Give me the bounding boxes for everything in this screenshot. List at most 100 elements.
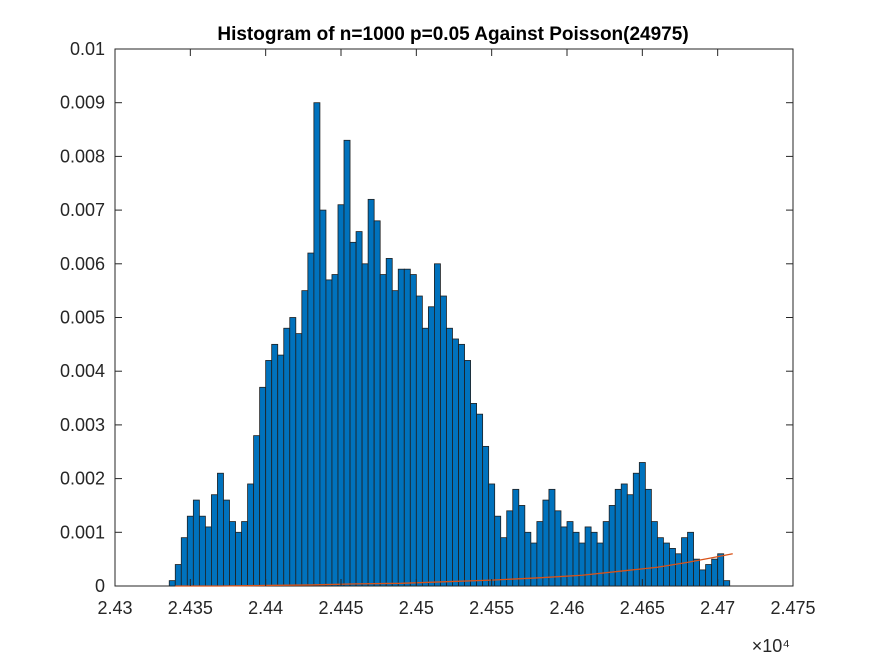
histogram-bar: [548, 488, 556, 587]
histogram-bar: [403, 268, 411, 587]
chart-title: Histogram of n=1000 p=0.05 Against Poiss…: [217, 24, 688, 45]
x-axis-exponent-label: ×10⁴: [752, 636, 790, 656]
histogram-bar: [331, 274, 339, 587]
x-tick-label: 2.445: [318, 598, 363, 618]
histogram-bar: [247, 483, 255, 587]
histogram-bar: [687, 531, 694, 587]
y-tick-label: 0.002: [60, 469, 105, 489]
histogram-bar: [204, 526, 212, 587]
histogram-bar: [590, 531, 598, 587]
y-tick-label: 0.004: [60, 361, 105, 381]
histogram-bar: [385, 258, 393, 587]
x-tick-label: 2.455: [469, 598, 514, 618]
histogram-bar: [367, 198, 375, 587]
histogram-bar: [391, 290, 399, 587]
histogram-bar: [283, 327, 291, 587]
histogram-bar: [174, 564, 182, 587]
histogram-bars: [168, 102, 731, 587]
histogram-bar: [434, 263, 441, 587]
histogram-bar: [349, 241, 357, 587]
histogram-bar: [578, 542, 586, 587]
histogram-bar: [464, 360, 471, 587]
histogram-bar: [500, 537, 508, 587]
y-tick-label: 0.007: [60, 200, 105, 220]
x-tick-label: 2.47: [700, 598, 735, 618]
histogram-bar: [235, 531, 242, 587]
histogram-bar: [421, 327, 429, 587]
histogram-bar: [440, 295, 447, 587]
histogram-bar: [681, 537, 688, 587]
histogram-bar: [482, 445, 490, 587]
histogram-bar: [397, 268, 405, 587]
y-tick-label: 0.001: [60, 522, 105, 542]
histogram-bar: [536, 521, 544, 587]
histogram-bar: [476, 413, 484, 587]
histogram-bar: [307, 252, 315, 587]
histogram-bar: [186, 515, 194, 587]
histogram-bar: [415, 295, 423, 587]
x-tick-label: 2.45: [399, 598, 434, 618]
x-tick-label: 2.44: [248, 598, 283, 618]
histogram-bar: [265, 360, 273, 587]
histogram-bar: [518, 505, 526, 587]
histogram-bar: [458, 343, 465, 587]
histogram-bar: [560, 526, 568, 587]
histogram-bar: [229, 521, 236, 587]
histogram-bar: [223, 499, 230, 587]
histogram-bar: [723, 580, 731, 587]
histogram-bar: [427, 306, 435, 587]
y-tick-label: 0.008: [60, 146, 105, 166]
histogram-bar: [488, 483, 496, 587]
histogram-bar: [259, 386, 267, 587]
histogram-bar: [325, 279, 333, 587]
histogram-bar: [512, 488, 520, 587]
x-axis: 2.43 2.435 2.44 2.445 2.45 2.455 2.46 2.465 2.47…: [97, 49, 816, 618]
histogram-bar: [409, 274, 417, 587]
histogram-bar: [319, 209, 327, 587]
histogram-bar: [379, 274, 387, 587]
histogram-bar: [584, 526, 592, 587]
histogram-bar: [693, 558, 700, 587]
y-tick-label: 0.006: [60, 254, 105, 274]
histogram-bar: [717, 553, 725, 587]
histogram-bar: [644, 488, 652, 587]
histogram-bar: [506, 510, 514, 587]
histogram-bar: [192, 499, 200, 587]
histogram-bar: [271, 343, 279, 587]
histogram-bar: [277, 354, 285, 587]
histogram-bar: [343, 139, 351, 587]
histogram-bar: [198, 515, 206, 587]
histogram-bar: [180, 537, 188, 587]
x-tick-label: 2.435: [168, 598, 213, 618]
histogram-bar: [530, 542, 538, 587]
histogram-bar: [217, 472, 224, 587]
y-tick-label: 0.009: [60, 93, 105, 113]
histogram-bar: [705, 564, 713, 587]
histogram-bar: [650, 521, 658, 587]
histogram-bar: [699, 569, 707, 587]
histogram-bar: [554, 510, 562, 587]
histogram-bar: [711, 558, 719, 587]
histogram-bar: [211, 494, 218, 587]
histogram-bar: [301, 290, 309, 587]
y-tick-label: 0.005: [60, 308, 105, 328]
histogram-bar: [313, 102, 321, 587]
histogram-bar: [295, 333, 303, 587]
histogram-bar: [542, 499, 550, 587]
histogram-bar: [675, 553, 682, 587]
histogram-bar: [657, 537, 664, 587]
histogram-bar: [470, 403, 478, 587]
histogram-bar: [638, 462, 646, 587]
y-tick-label: 0.01: [70, 39, 105, 59]
histogram-bar: [663, 542, 670, 587]
histogram-bar: [626, 494, 634, 587]
x-tick-label: 2.465: [620, 598, 665, 618]
histogram-bar: [494, 515, 502, 587]
histogram-bar: [168, 580, 176, 587]
histogram-bar: [452, 338, 459, 587]
y-tick-label: 0.003: [60, 415, 105, 435]
histogram-bar: [241, 521, 248, 587]
histogram-bar: [596, 542, 604, 587]
histogram-bar: [355, 231, 363, 587]
